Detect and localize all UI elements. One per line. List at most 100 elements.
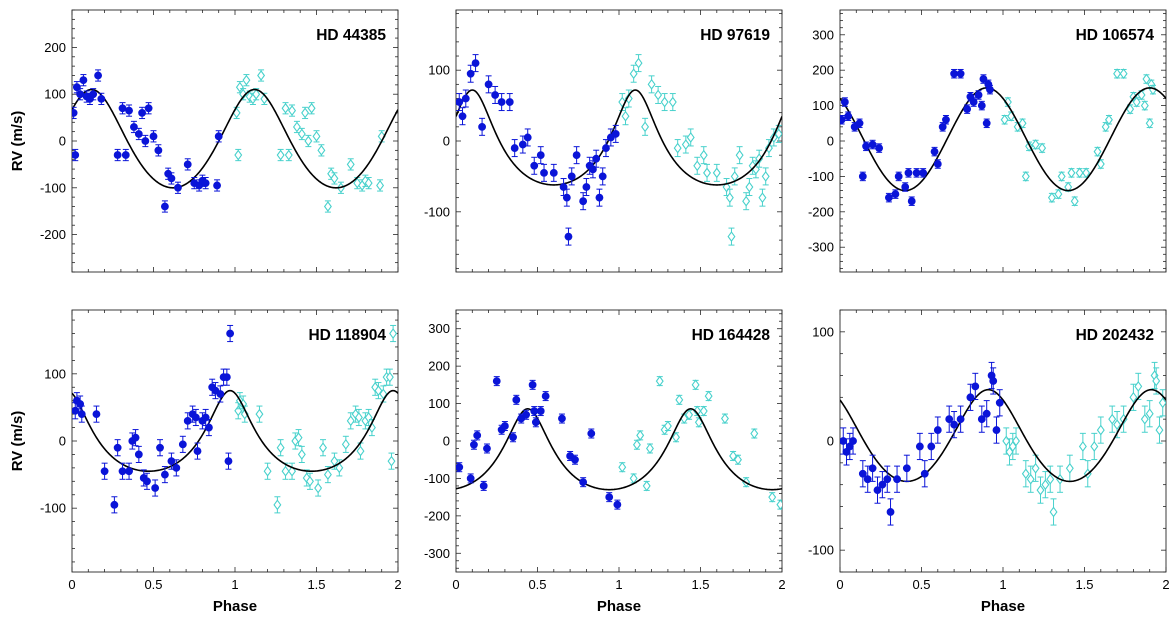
y-tick-label: 100	[428, 396, 450, 411]
data-point-open	[1078, 432, 1087, 461]
data-point-open	[768, 491, 777, 503]
diamond-marker	[699, 405, 708, 417]
diamond-marker	[624, 93, 633, 104]
circle-marker	[977, 415, 986, 424]
data-point-filled	[530, 156, 539, 175]
circle-marker	[904, 168, 913, 177]
diamond-marker	[672, 431, 681, 443]
data-point-filled	[461, 89, 470, 108]
diamond-marker	[281, 102, 290, 114]
data-point-filled	[130, 120, 138, 134]
data-point-open	[1065, 454, 1074, 482]
data-point-filled	[79, 74, 88, 87]
circle-marker	[518, 140, 527, 149]
circle-marker	[901, 183, 910, 191]
diamond-marker	[1093, 146, 1102, 158]
panel-title: HD 97619	[700, 27, 770, 44]
data-point-open	[1101, 121, 1110, 133]
circle-marker	[125, 106, 133, 115]
data-point-filled	[567, 167, 576, 186]
data-point-filled	[886, 498, 895, 526]
circle-marker	[562, 193, 571, 202]
circle-marker	[125, 467, 133, 476]
data-point-open	[712, 163, 721, 182]
circle-marker	[466, 69, 475, 78]
data-point-filled	[982, 118, 991, 129]
y-tick-label: 0	[443, 434, 450, 449]
circle-marker	[933, 426, 942, 434]
data-point-filled	[118, 102, 127, 115]
circle-marker	[131, 433, 140, 442]
panel-title: HD 44385	[316, 27, 386, 44]
data-point-open	[764, 139, 773, 158]
y-tick-label: 200	[44, 40, 66, 55]
data-point-open	[686, 128, 695, 147]
circle-marker	[484, 80, 493, 89]
data-point-open	[750, 428, 759, 439]
data-point-filled	[907, 196, 916, 206]
circle-marker	[183, 160, 192, 169]
diamond-marker	[374, 385, 383, 397]
data-point-open	[281, 462, 290, 480]
data-point-open	[314, 479, 323, 497]
data-point-filled	[77, 405, 86, 423]
circle-marker	[883, 475, 892, 484]
data-point-filled	[193, 442, 202, 460]
circle-marker	[89, 90, 98, 99]
data-point-open	[1054, 188, 1063, 200]
y-tick-label: -100	[424, 204, 450, 219]
circle-marker	[97, 94, 106, 103]
data-point-filled	[167, 172, 176, 185]
x-axis-label: Phase	[597, 598, 641, 615]
data-point-filled	[605, 492, 614, 503]
data-point-filled	[530, 406, 539, 417]
diamond-marker	[681, 139, 690, 150]
x-tick-label: 0	[452, 577, 459, 592]
diamond-marker	[1134, 380, 1143, 392]
data-point-filled	[156, 439, 164, 457]
data-point-filled	[858, 460, 867, 488]
y-tick-label: -300	[808, 240, 834, 255]
diamond-marker	[1145, 408, 1154, 420]
data-point-filled	[466, 64, 475, 83]
circle-marker	[592, 154, 601, 163]
data-point-open	[729, 450, 738, 462]
circle-marker	[118, 467, 127, 476]
x-tick-label: 2	[1162, 577, 1169, 592]
diamond-marker	[668, 96, 677, 108]
circle-marker	[979, 75, 988, 83]
circle-marker	[571, 455, 579, 464]
diamond-marker	[239, 88, 248, 100]
diamond-marker	[1000, 114, 1009, 126]
data-point-open	[1104, 114, 1113, 126]
data-point-filled	[518, 135, 527, 154]
diamond-marker	[341, 438, 350, 450]
circle-marker	[956, 415, 965, 424]
diamond-marker	[356, 445, 365, 457]
circle-marker	[94, 71, 102, 80]
data-point-open	[1031, 139, 1040, 150]
x-tick-label: 1.5	[1075, 577, 1093, 592]
data-point-open	[722, 178, 731, 197]
circle-marker	[992, 426, 1001, 434]
data-point-filled	[875, 143, 884, 153]
circle-marker	[945, 415, 954, 424]
circle-marker	[938, 122, 947, 131]
circle-marker	[178, 440, 187, 449]
diamond-marker	[712, 167, 721, 179]
diamond-marker	[704, 390, 713, 402]
circle-marker	[216, 390, 225, 398]
data-point-filled	[154, 144, 163, 157]
circle-marker	[587, 429, 596, 438]
data-point-filled	[901, 182, 910, 192]
data-point-filled	[562, 188, 571, 207]
data-point-open	[761, 167, 770, 186]
diamond-marker	[273, 499, 282, 511]
circle-marker	[611, 130, 620, 138]
data-point-filled	[863, 465, 872, 493]
diamond-marker	[1047, 192, 1056, 204]
circle-marker	[971, 382, 980, 391]
diamond-marker	[1031, 462, 1040, 474]
diamond-marker	[305, 475, 314, 487]
data-point-open	[685, 409, 694, 421]
